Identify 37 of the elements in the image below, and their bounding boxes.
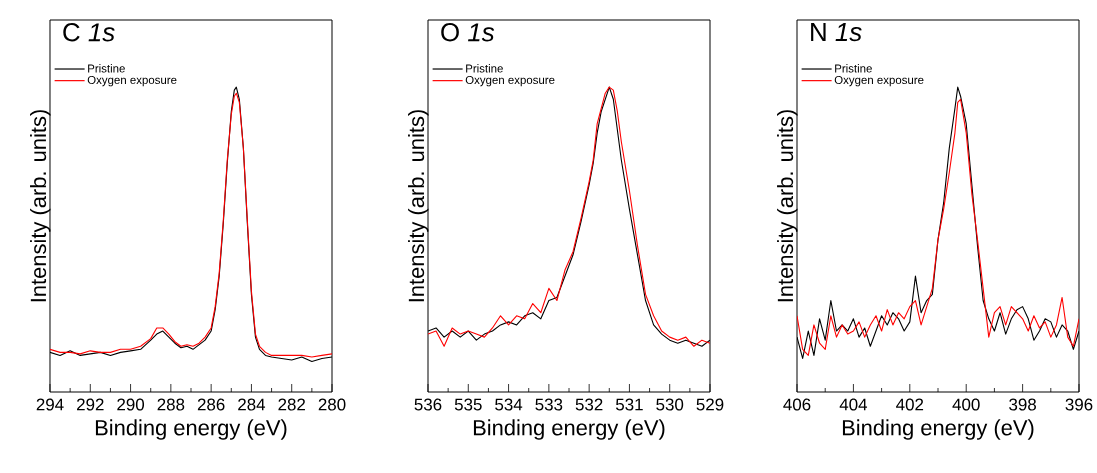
- x-tick-label: 288: [157, 398, 185, 411]
- x-tick-label: 398: [1009, 398, 1036, 411]
- x-tick-label: 280: [318, 398, 346, 411]
- x-tick-label: 534: [495, 398, 523, 411]
- x-tick-label: 404: [839, 398, 868, 411]
- chart-title: O 1s: [441, 23, 495, 42]
- x-tick-label: 535: [454, 398, 482, 411]
- x-tick-label: 400: [952, 398, 980, 411]
- legend-label: Oxygen exposure: [87, 75, 177, 87]
- legend-label: Pristine: [466, 64, 503, 73]
- y-axis-title: Intensity (arb. units): [30, 110, 51, 302]
- x-tick-label: 536: [414, 398, 442, 411]
- x-tick-label: 533: [535, 398, 563, 411]
- x-tick-label: 282: [278, 398, 305, 411]
- x-tick-label: 530: [656, 398, 684, 411]
- x-tick-label: 406: [783, 398, 811, 411]
- legend-label: Oxygen exposure: [834, 75, 924, 87]
- x-tick-label: 402: [896, 398, 924, 411]
- y-axis-title: Intensity (arb. units): [777, 110, 798, 302]
- x-tick-label: 286: [197, 398, 225, 411]
- chart-title: N 1s: [811, 23, 862, 42]
- legend-label: Oxygen exposure: [465, 75, 555, 87]
- x-tick-label: 290: [117, 398, 145, 411]
- x-axis-title: Binding energy (eV): [473, 419, 665, 440]
- chart-title: C 1s: [63, 23, 115, 42]
- x-tick-label: 532: [575, 398, 603, 411]
- legend-label: Pristine: [88, 64, 125, 73]
- x-axis-title: Binding energy (eV): [95, 419, 287, 440]
- legend-label: Pristine: [835, 64, 872, 73]
- x-tick-label: 294: [36, 398, 64, 411]
- x-tick-label: 396: [1065, 398, 1093, 411]
- x-tick-label: 284: [238, 398, 266, 411]
- x-tick-label: 529: [696, 398, 724, 411]
- x-tick-label: 292: [77, 398, 104, 411]
- x-tick-label: 531: [615, 398, 643, 411]
- y-axis-title: Intensity (arb. units): [408, 110, 429, 302]
- x-axis-title: Binding energy (eV): [842, 419, 1034, 440]
